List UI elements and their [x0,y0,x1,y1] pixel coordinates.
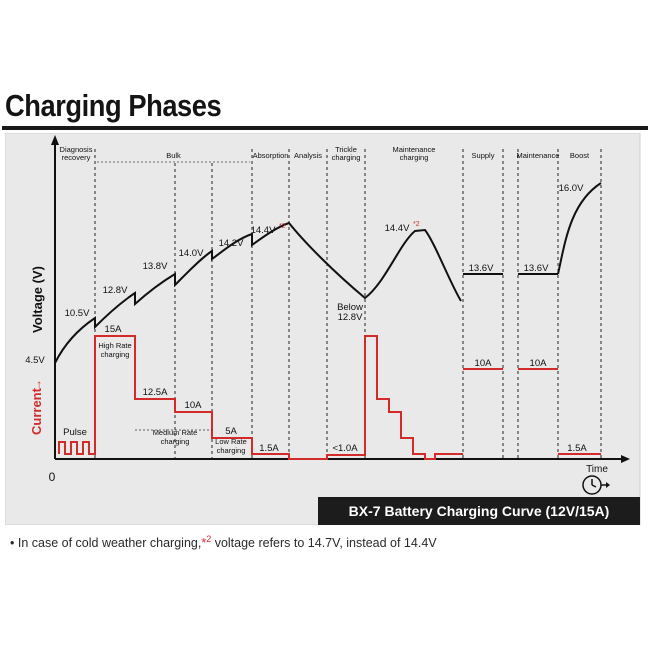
voltage-label-10: 13.6V [469,263,494,274]
footnote-text-before: In case of cold weather charging, [17,536,202,551]
phase-label-diagnosis-recovery-line2: recovery [62,153,91,162]
footnote-marker: * [201,536,207,551]
phase-label-bulk-line1: Bulk [166,151,181,160]
voltage-segment [54,221,462,364]
y-axis-arrow-icon [51,135,59,145]
current-label-11: 10A [475,358,493,369]
origin-label: 0 [49,470,56,484]
current-label-4: 12.5A [143,387,168,398]
title-rule [2,126,648,130]
current-label-8: Low Rate [215,437,247,446]
voltage-label-5: 14.0V [179,248,204,259]
footnote: • In case of cold weather charging,*2 vo… [10,534,437,550]
voltage-label-2: 10.5V [65,308,90,319]
axes [51,135,630,463]
phase-label-trickle-charging-line1: Trickle [335,145,357,154]
voltage-label-4: 13.8V [143,261,168,272]
y-axis-label-current: Current [29,387,44,435]
voltage-label-6: 14.2V [219,238,244,249]
phase-label-boost-line1: Boost [570,151,590,160]
phase-label-maintenance: Maintenance [517,151,560,160]
current-label-3: High Rate [98,341,131,350]
current-label-6: Medium Rate [153,428,198,437]
current-segment [58,335,463,460]
voltage-label-8-line2: 12.8V [338,312,363,323]
phase-label-supply-line1: Supply [472,151,495,160]
current-label-7: 5A [225,426,237,437]
voltage-label-11: 13.6V [524,263,549,274]
current-label-3-line2: charging [101,350,130,359]
x-axis-label-time: Time [586,464,608,475]
current-label-2: 15A [105,324,123,335]
x-axis-arrow-icon [621,455,630,463]
current-label-6-line2: charging [161,437,190,446]
current-label-10: <1.0A [332,443,358,454]
current-label-5: 10A [185,400,203,411]
voltage-label-12: 16.0V [559,183,584,194]
current-label-9: 1.5A [259,443,279,454]
phase-label-absorption: Absorption [253,151,289,160]
chart-background [5,133,641,525]
current-label-13: 1.5A [567,443,587,454]
voltage-label-9: 14.4V [385,223,410,234]
footnote-marker-sup: 2 [206,534,212,544]
current-label-8-line2: charging [217,446,246,455]
page-title: Charging Phases [5,88,222,123]
phase-label-maintenance-line1: Maintenance [517,151,560,160]
phase-label-analysis-line1: Analysis [294,151,322,160]
phase-label-bulk: Bulk [97,151,250,163]
phase-label-supply: Supply [472,151,495,160]
y-axis-label-voltage: Voltage (V) [30,266,45,333]
current-curve [58,335,601,460]
clock-icon [582,475,610,495]
phase-label-absorption-line1: Absorption [253,151,289,160]
phase-label-maintenance-charging-line1: Maintenance [393,145,436,154]
current-arrow-icon: → [30,379,44,391]
phase-label-analysis: Analysis [294,151,322,160]
footnote-text-after: voltage refers to 14.7V, instead of 14.4… [211,536,437,551]
phase-label-diagnosis-recovery-line1: Diagnosis [60,145,93,154]
voltage-label-3: 12.8V [103,285,128,296]
phase-label-trickle-charging-line2: charging [332,153,361,162]
voltage-curve [54,182,602,364]
voltage-label-7: 14.4V [251,225,276,236]
footnote-bullet: • [10,536,15,551]
voltage-label-7-mark: *2 [279,223,286,230]
phase-label-maintenance-charging-line2: charging [400,153,429,162]
phase-label-boost: Boost [570,151,590,160]
chart-title: BX-7 Battery Charging Curve (12V/15A) [349,503,610,519]
voltage-segment [557,182,602,275]
current-label-1: Pulse [63,427,87,438]
voltage-label-9-mark: *2 [413,221,420,228]
voltage-label-8: Below [337,302,363,313]
current-label-12: 10A [530,358,548,369]
voltage-label-1: 4.5V [25,355,45,366]
chart-title-banner [318,497,640,525]
